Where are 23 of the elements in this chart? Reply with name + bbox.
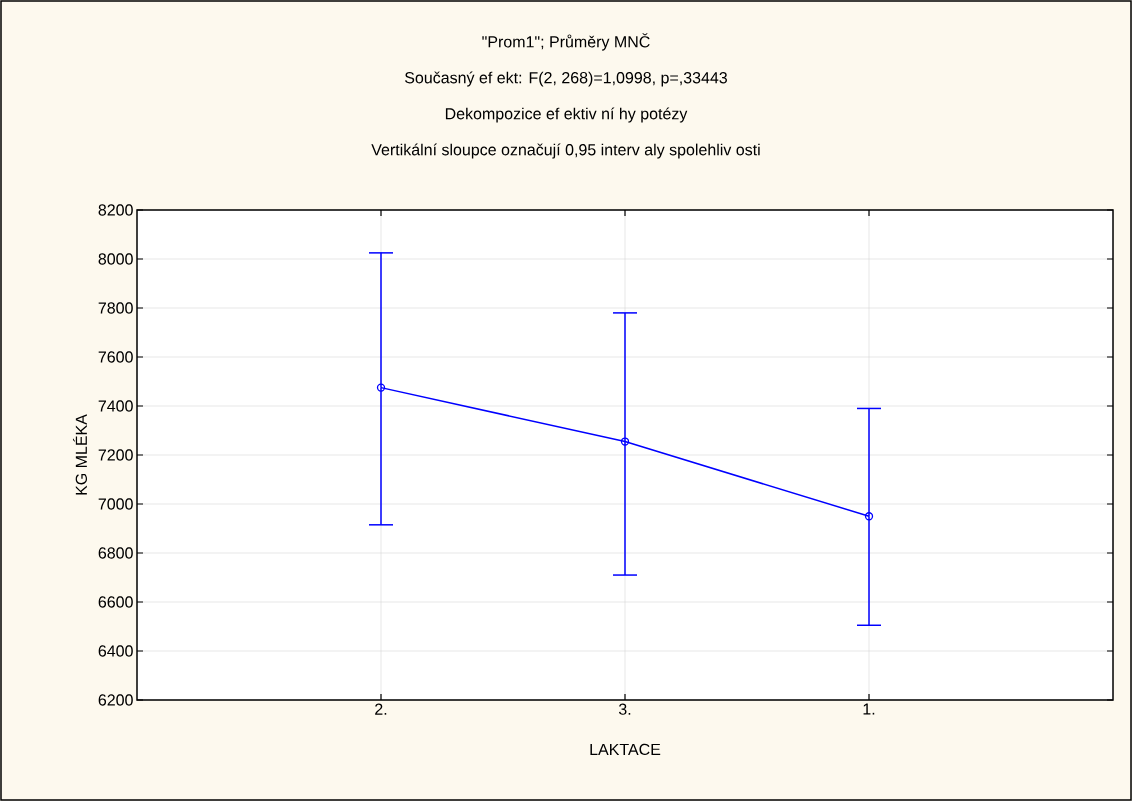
x-axis-title: LAKTACE (590, 743, 661, 756)
x-tick-label: 3. (618, 703, 631, 715)
y-tick-label: 6800 (98, 547, 133, 559)
x-tick-label: 2. (375, 703, 387, 715)
y-tick-label: 8200 (98, 204, 133, 216)
x-tick-label: 1. (863, 703, 875, 715)
chart-title: "Prom1"; Průměry MNČ (482, 33, 650, 51)
chart-subtitle: Současný ef ekt: F(2, 268)=1,0998, p=,33443 (404, 71, 727, 87)
text: Vertikální sloupce označují 0,95 interv aly spolehliv osti (371, 143, 760, 159)
y-tick-label: 6400 (98, 645, 133, 657)
text: Dekompozice ef ektiv ní hy potézy (445, 107, 688, 123)
y-tick-label: 8000 (98, 253, 133, 265)
point (864, 512, 874, 521)
y-tick-label: 7600 (98, 351, 133, 363)
y-tick-label: 7200 (98, 449, 133, 461)
y-tick-label: 7000 (98, 498, 133, 510)
y-tick-label: 6600 (98, 596, 133, 608)
y-tick-label: 7800 (98, 302, 133, 314)
point (376, 383, 386, 392)
y-tick-label: 6200 (98, 694, 133, 706)
y-tick-label: 7400 (98, 400, 133, 412)
point (620, 437, 630, 446)
y-axis-title: KG MLÉKA (72, 414, 88, 495)
